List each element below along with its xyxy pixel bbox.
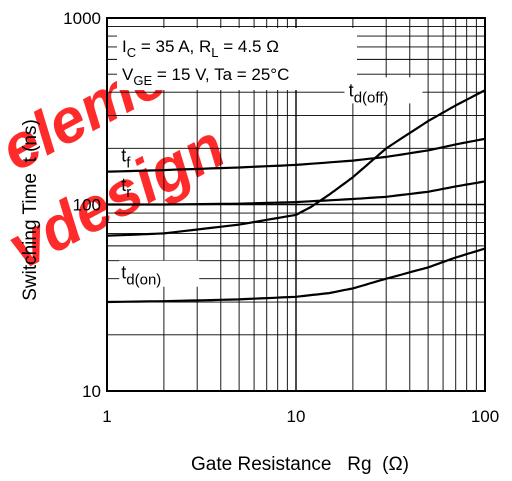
x-tick-label: 10 [287, 407, 306, 426]
y-axis-title: Switching Time t (ns) [20, 119, 41, 301]
y-tick-label: 1000 [63, 9, 101, 28]
curve-labels: td(off) tf tr td(on) [119, 77, 423, 289]
series-label-td(on): td(on) [121, 263, 161, 289]
y-tick-label: 100 [73, 196, 101, 215]
plot-frame [106, 17, 486, 392]
y-tick-label: 10 [82, 382, 101, 401]
series-label-bg-td(off) [344, 77, 423, 104]
series-label-tr: tr [121, 175, 131, 201]
series-label-td(off): td(off) [349, 80, 389, 106]
series-label-tf: tf [121, 146, 131, 172]
series-line-td(on) [106, 247, 486, 304]
x-axis-title: Gate Resistance Rg (Ω) [191, 454, 409, 475]
curves [106, 89, 486, 304]
conditions-line-1: IC = 35 A, RL = 4.5 Ω [122, 37, 279, 60]
conditions-box-bg [117, 28, 357, 90]
series-line-td(off) [106, 89, 486, 237]
series-line-tf [106, 137, 486, 173]
series-line-tr [107, 180, 486, 206]
series-label-bg-td(on) [119, 260, 200, 287]
x-tick-label: 100 [471, 407, 499, 426]
x-tick-label: 1 [102, 407, 111, 426]
conditions-line-2: VGE = 15 V, Ta = 25°C [122, 65, 289, 88]
